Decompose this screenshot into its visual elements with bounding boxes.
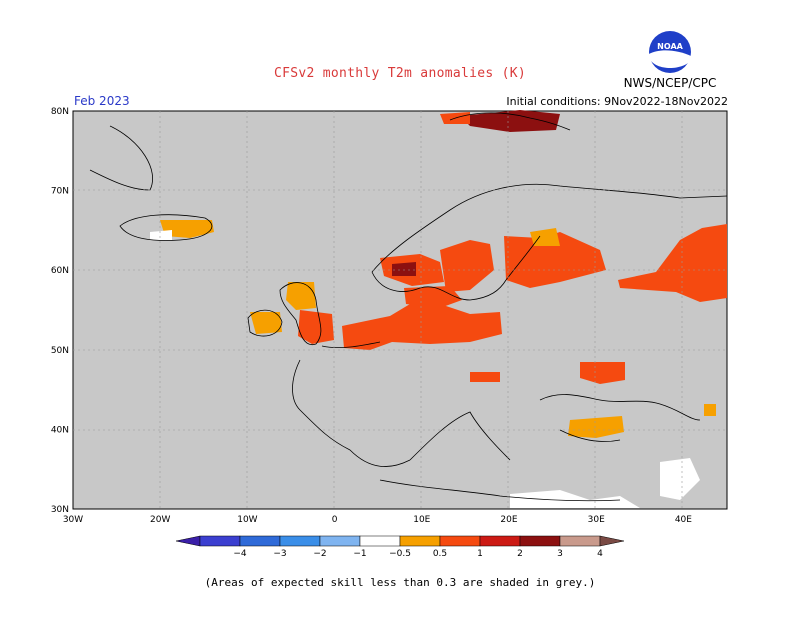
lon-tick-10W: 10W xyxy=(237,515,257,525)
noaa-logo: NOAA xyxy=(649,31,691,73)
colorbar-segment xyxy=(359,535,401,547)
colorbar-label: −2 xyxy=(313,549,326,559)
chart-title: CFSv2 monthly T2m anomalies (K) xyxy=(274,66,526,81)
anomaly-england xyxy=(298,310,334,344)
forecast-month: Feb 2023 xyxy=(74,94,130,108)
colorbar-label: 1 xyxy=(477,549,483,559)
colorbar-label: 0.5 xyxy=(433,549,447,559)
colorbar-segment xyxy=(399,535,441,547)
longitude-tick-labels: 30W 20W 10W 0 10E 20E 30E 40E xyxy=(63,515,692,525)
anomaly-black-sea xyxy=(568,416,624,438)
skill-note: (Areas of expected skill less than 0.3 a… xyxy=(204,576,596,589)
colorbar: −4 −3 −2 −1 −0.5 0.5 1 2 3 4 xyxy=(175,535,625,559)
lon-tick-20W: 20W xyxy=(150,515,170,525)
lat-tick-70N: 70N xyxy=(51,187,69,197)
coastlines xyxy=(89,112,728,502)
logo-text: NOAA xyxy=(657,42,683,51)
anomaly-west-russia xyxy=(618,224,727,302)
colorbar-segment xyxy=(239,535,281,547)
colorbar-segment xyxy=(559,535,601,547)
anomaly-white-east xyxy=(660,458,700,500)
anomaly-iceland xyxy=(160,220,214,238)
anomaly-finland-russia xyxy=(504,232,606,288)
lon-tick-40E: 40E xyxy=(675,515,692,525)
colorbar-segment xyxy=(199,535,241,547)
lat-tick-60N: 60N xyxy=(51,266,69,276)
anomaly-scotland xyxy=(286,282,316,310)
colorbar-segment xyxy=(479,535,521,547)
anomaly-ukraine xyxy=(580,362,625,384)
colorbar-label: −1 xyxy=(353,549,366,559)
colorbar-segment xyxy=(439,535,481,547)
anomaly-dark-scandi xyxy=(392,262,416,276)
anomaly-ireland xyxy=(250,312,282,334)
colorbar-label: 4 xyxy=(597,549,603,559)
anomaly-finland-orange xyxy=(530,228,560,246)
anomaly-balkans xyxy=(470,372,500,382)
colorbar-low-arrow xyxy=(175,535,201,547)
initial-conditions: Initial conditions: 9Nov2022-18Nov2022 xyxy=(506,95,728,108)
colorbar-segment xyxy=(279,535,321,547)
lat-tick-50N: 50N xyxy=(51,346,69,356)
colorbar-label: −4 xyxy=(233,549,247,559)
latitude-tick-labels: 30N 40N 50N 60N 70N 80N xyxy=(51,107,69,515)
anomaly-iceland-white xyxy=(150,230,172,240)
lat-tick-80N: 80N xyxy=(51,107,69,117)
colorbar-segment xyxy=(319,535,361,547)
anomaly-patches xyxy=(150,110,727,508)
anomaly-sweden xyxy=(440,240,494,292)
colorbar-label: −3 xyxy=(273,549,286,559)
lon-tick-10E: 10E xyxy=(413,515,430,525)
lon-tick-30W: 30W xyxy=(63,515,83,525)
agency-label: NWS/NCEP/CPC xyxy=(623,76,717,90)
lon-tick-20E: 20E xyxy=(500,515,517,525)
colorbar-label: 2 xyxy=(517,549,523,559)
lat-tick-30N: 30N xyxy=(51,505,69,515)
anomaly-svalbard xyxy=(460,110,560,132)
lon-tick-30E: 30E xyxy=(588,515,605,525)
anomaly-caucasus xyxy=(704,404,716,416)
graticule xyxy=(73,111,727,509)
anomaly-white-south xyxy=(510,490,640,508)
lon-tick-0: 0 xyxy=(332,515,338,525)
anomaly-central-europe xyxy=(342,304,502,350)
colorbar-label: −0.5 xyxy=(389,549,411,559)
lat-tick-40N: 40N xyxy=(51,425,69,435)
colorbar-high-arrow xyxy=(599,535,625,547)
colorbar-segment xyxy=(519,535,561,547)
colorbar-label: 3 xyxy=(557,549,563,559)
